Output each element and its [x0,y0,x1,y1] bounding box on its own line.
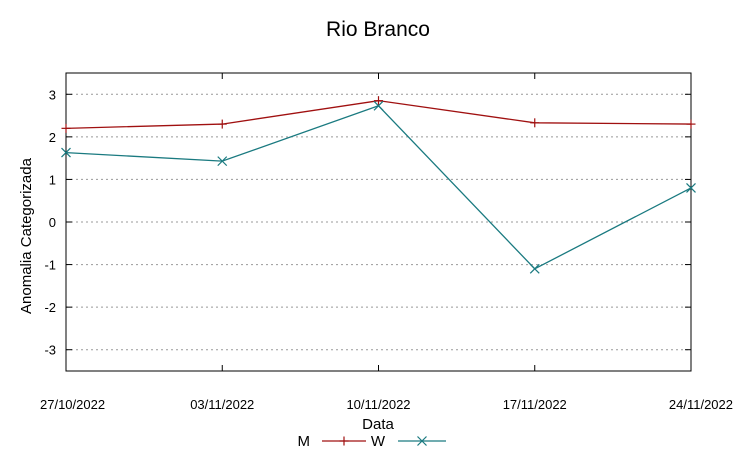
y-tick-label: 0 [49,215,56,230]
data-point-W [686,183,696,193]
y-tick-label: -3 [44,343,56,358]
x-axis-label: Data [362,416,394,433]
data-point-W [217,156,228,167]
legend-marker-M [339,436,349,446]
data-point-M [686,119,696,129]
y-tick-label: -1 [44,258,56,273]
data-point-M [530,118,540,128]
legend-label-W: W [371,433,386,450]
grid-lines [66,93,691,351]
x-tick-label: 10/11/2022 [346,397,410,412]
data-point-W [529,263,540,274]
y-tick-label: 1 [49,172,56,187]
legend-marker-W [417,436,427,446]
data-point-M [61,123,71,133]
legend-label-M: M [298,433,311,450]
x-tick-label: 17/11/2022 [503,397,567,412]
series-line-W [65,105,692,270]
y-axis-ticks: -3 -2 -1 0 1 2 3 [44,87,691,358]
data-point-M [217,119,227,129]
data-point-M [374,96,383,106]
data-point-W [61,147,71,158]
series-group [61,96,696,274]
x-tick-label: 03/11/2022 [190,397,254,412]
x-tick-label: 27/10/2022 [40,397,105,412]
chart-title: Rio Branco [326,18,430,41]
x-tick-label: 24/11/2022 [669,397,733,412]
x-axis-ticks: 27/10/2022 03/11/2022 10/11/2022 17/11/2022… [40,73,733,412]
y-tick-label: -2 [44,300,56,315]
y-tick-label: 2 [49,130,56,145]
y-axis-label: Anomalia Categorizada [18,157,35,314]
data-point-W [373,100,384,111]
y-tick-label: 3 [49,87,56,102]
